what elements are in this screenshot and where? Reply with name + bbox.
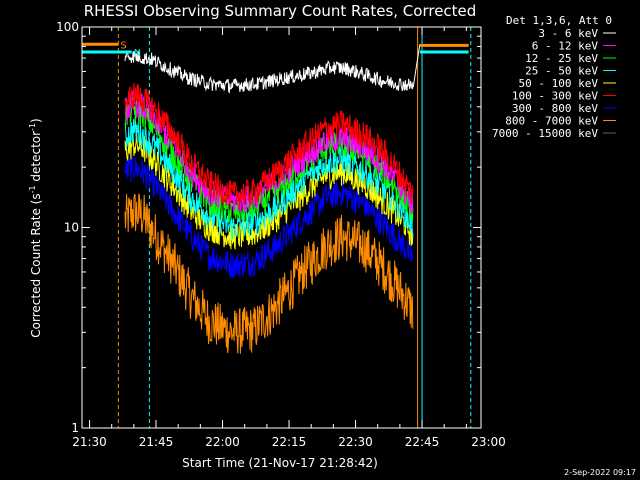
- x-tick-label-0: 21:30: [72, 435, 107, 449]
- y-axis-label-main: Corrected Count Rate (s: [29, 193, 43, 337]
- white-rise-edge: [412, 44, 421, 88]
- timestamp: 2-Sep-2022 09:17: [564, 468, 636, 477]
- legend-label-0: 3 - 6 keV: [538, 27, 598, 40]
- series-line-3: [124, 116, 414, 241]
- legend-label-4: 50 - 100 keV: [519, 77, 599, 90]
- y-axis-label-end: ): [29, 118, 43, 123]
- x-tick-label-2: 22:00: [205, 435, 240, 449]
- series-group: SN: [82, 27, 472, 428]
- x-tick-label-1: 21:45: [139, 435, 174, 449]
- legend-label-2: 12 - 25 keV: [525, 52, 598, 65]
- flag-label-1: N: [134, 48, 141, 59]
- x-axis-label: Start Time (21-Nov-17 21:28:42): [182, 456, 378, 470]
- legend-label-3: 25 - 50 keV: [525, 65, 598, 78]
- series-line-0: [124, 50, 414, 94]
- y-axis-label: Corrected Count Rate (s-1 detector-1): [28, 118, 43, 337]
- x-tick-label-3: 22:15: [272, 435, 307, 449]
- x-tick-label-6: 23:00: [471, 435, 506, 449]
- legend-label-8: 7000 - 15000 keV: [492, 127, 598, 140]
- y-tick-label-2: 100: [56, 20, 79, 34]
- series-line-6: [124, 154, 414, 279]
- y-axis-label-exp1: -1: [28, 185, 37, 193]
- y-axis-label-mid: detector: [29, 131, 43, 186]
- legend-label-7: 800 - 7000 keV: [505, 115, 598, 128]
- series-line-7: [124, 193, 414, 354]
- x-tick-label-5: 22:45: [405, 435, 440, 449]
- y-axis-label-exp2: -1: [28, 123, 37, 131]
- series-line-5: [124, 82, 414, 209]
- series-line-4: [124, 132, 414, 250]
- x-axis-ticks: 21:30 21:45 22:00 22:15 22:30 22:45 23:00: [72, 27, 506, 449]
- y-tick-label-1: 10: [64, 221, 79, 235]
- chart-title: RHESSI Observing Summary Count Rates, Co…: [84, 2, 477, 20]
- legend-label-6: 300 - 800 keV: [512, 102, 598, 115]
- legend-label-1: 6 - 12 keV: [532, 40, 599, 53]
- y-axis-ticks: 1 10 100: [56, 20, 481, 435]
- legend-title: Det 1,3,6, Att 0: [506, 14, 612, 27]
- flag-label-0: S: [120, 40, 126, 51]
- legend-label-5: 100 - 300 keV: [512, 90, 598, 103]
- x-tick-label-4: 22:30: [338, 435, 373, 449]
- y-tick-label-0: 1: [71, 421, 79, 435]
- plot-area: SN: [82, 27, 472, 428]
